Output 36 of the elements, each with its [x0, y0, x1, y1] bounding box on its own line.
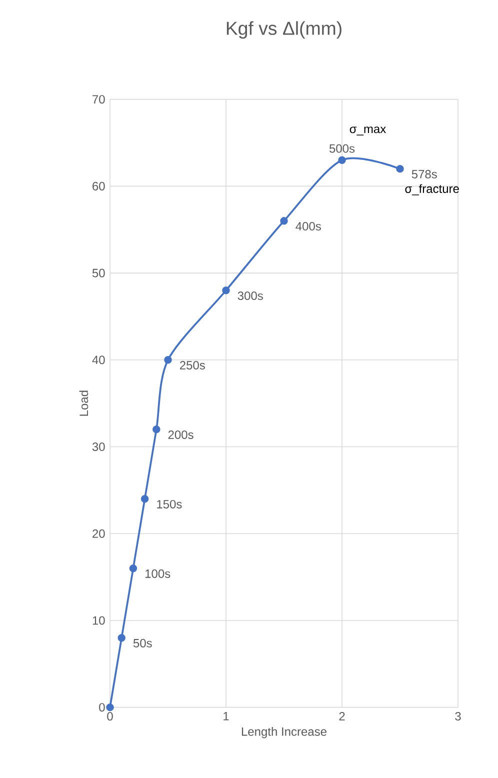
point [106, 703, 114, 712]
x-tick-label: 3 [455, 712, 461, 721]
annotation: σ_fracture [405, 184, 459, 196]
x-tick-label: 2 [339, 712, 345, 720]
y-tick-label: 20 [92, 529, 105, 538]
annotation: 500s [329, 144, 355, 153]
annotation: σ_max [350, 126, 386, 136]
x-tick-label: 1 [224, 712, 229, 720]
annotation: 400s [296, 222, 321, 231]
point [118, 634, 126, 642]
annotation: 50s [133, 638, 152, 648]
point [140, 495, 149, 503]
y-tick-label: 30 [92, 442, 105, 452]
x-tick-label: 0 [107, 712, 113, 721]
annotation: 200s [168, 430, 194, 439]
y-tick-label: 10 [92, 616, 105, 625]
y-tick-label: 40 [92, 356, 105, 364]
point [164, 356, 172, 364]
point [396, 164, 404, 173]
chart-title: Kgf vs Δl(mm) [226, 21, 342, 39]
point [152, 426, 160, 434]
point [129, 564, 138, 572]
annotation: 150s [157, 500, 182, 508]
y-axis-title: Load [79, 390, 88, 416]
point [222, 286, 230, 294]
y-tick-label: 60 [92, 182, 105, 190]
point [280, 217, 288, 225]
y-tick-label: 0 [99, 703, 105, 712]
x-axis-title: Length Increase [242, 727, 326, 738]
y-tick-label: 70 [92, 95, 105, 104]
point [338, 156, 346, 164]
y-tick-label: 50 [92, 268, 105, 278]
annotation: 100s [145, 569, 170, 578]
annotation: 300s [238, 291, 263, 300]
annotation: 578s [412, 170, 437, 178]
annotation: 250s [180, 360, 205, 370]
